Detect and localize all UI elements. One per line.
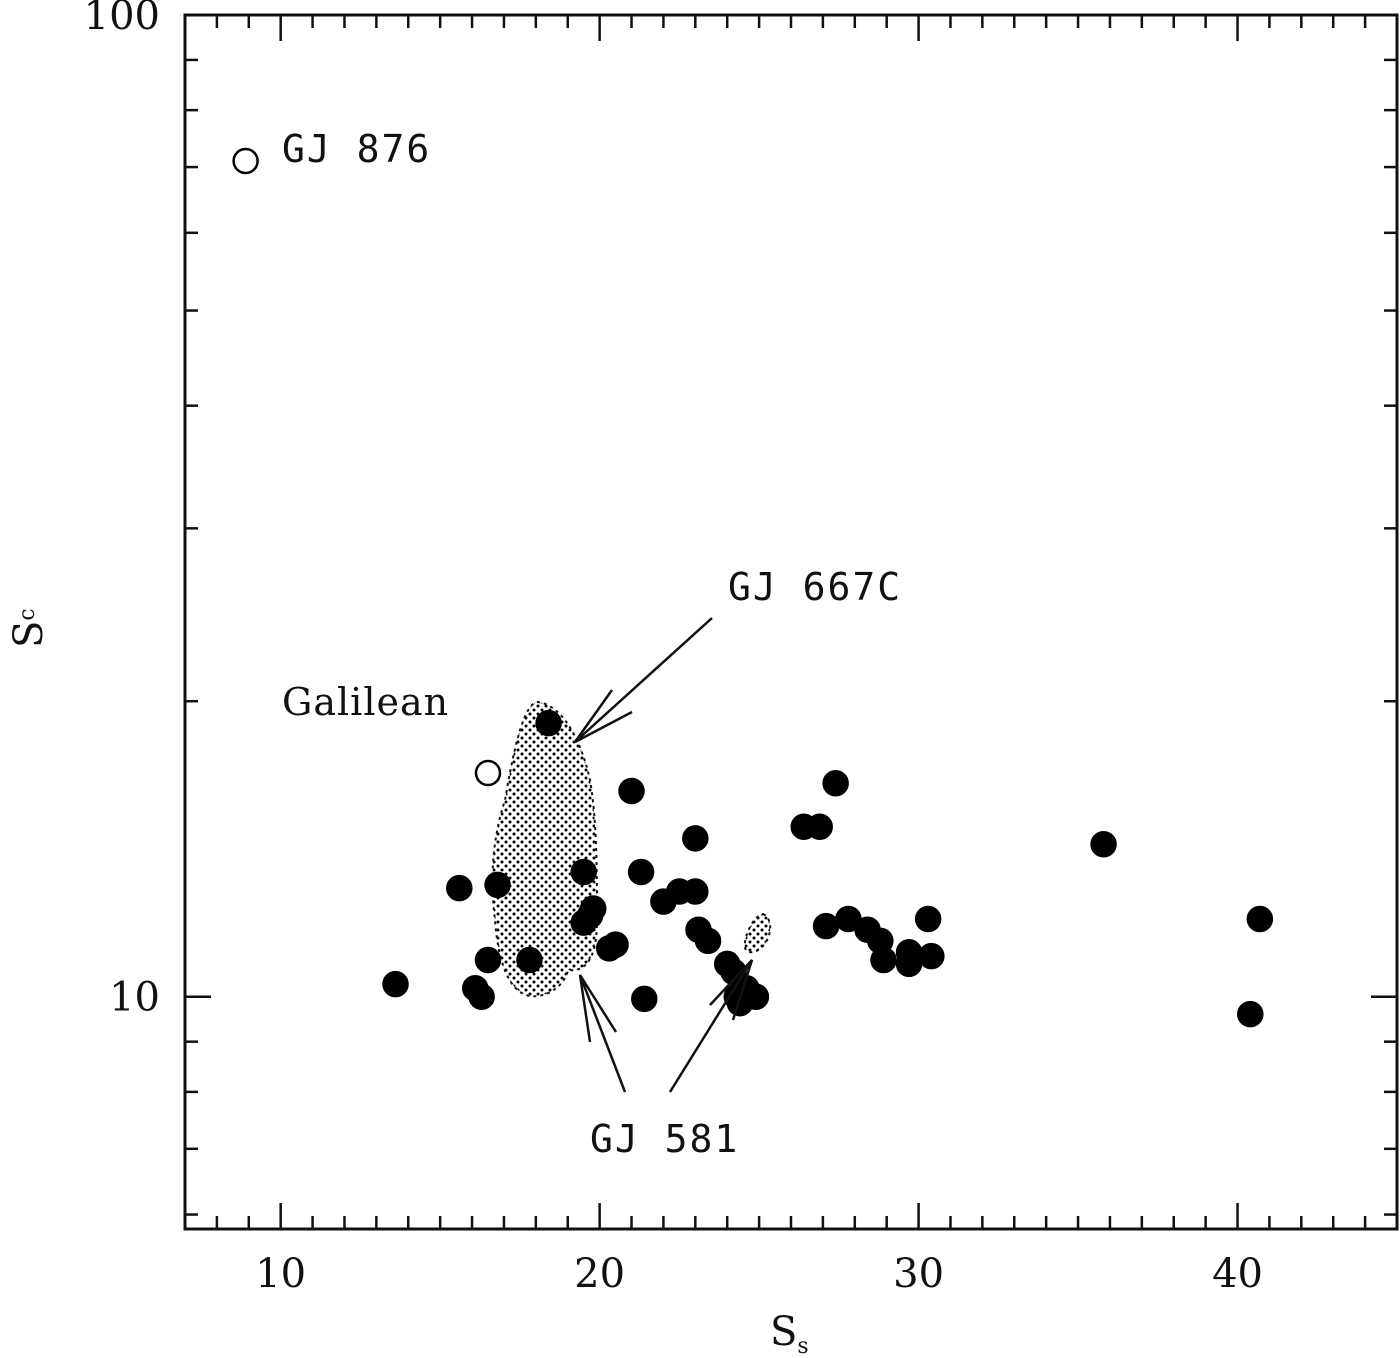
- gj667c-arrowhead: [573, 689, 633, 744]
- y-axis-label-sub: c: [15, 608, 40, 620]
- data-point: [812, 912, 840, 940]
- data-point: [1237, 1000, 1264, 1028]
- data-point: [446, 874, 473, 902]
- data-point: [535, 709, 562, 737]
- data-point: [682, 878, 709, 905]
- gj581-region-shaded: [743, 912, 772, 954]
- x-axis-label-sub: s: [797, 1334, 808, 1358]
- annotation-arrows: [573, 617, 754, 1093]
- gj667c-region-shaded: [491, 700, 599, 998]
- x-tick-label: 30: [893, 1251, 944, 1297]
- data-point: [822, 769, 849, 797]
- gj581-arrow-left-head: [578, 974, 618, 1043]
- data-point: [570, 858, 597, 886]
- data-point: [631, 985, 658, 1013]
- data-point: [895, 950, 923, 978]
- label-galilean: Galilean: [282, 680, 449, 724]
- axis-ticks: [185, 13, 1397, 1229]
- data-point: [618, 777, 645, 805]
- data-point: [918, 942, 945, 970]
- data-point: [468, 983, 495, 1010]
- plot-frame: [183, 13, 1399, 1231]
- x-axis-label: Ss: [770, 1309, 809, 1358]
- x-axis-label-main: S: [770, 1309, 797, 1355]
- x-tick-label: 20: [574, 1251, 625, 1297]
- data-point: [576, 902, 604, 929]
- data-point: [382, 970, 409, 998]
- label-gj876: GJ 876: [282, 127, 431, 171]
- data-point-open: [474, 759, 502, 787]
- y-axis-label-main: S: [6, 621, 52, 648]
- data-point: [806, 813, 833, 840]
- data-point: [516, 946, 543, 974]
- label-gj667c: GJ 667C: [728, 565, 902, 609]
- y-axis-label: Sc: [6, 608, 52, 648]
- data-point: [1246, 905, 1274, 933]
- gj581-arrow-right-line: [668, 959, 754, 1093]
- data-point: [1090, 830, 1117, 858]
- gj581-arrow-right-head: [709, 959, 754, 1021]
- data-point-open: [232, 147, 259, 175]
- data-point: [914, 905, 942, 933]
- data-point: [682, 825, 709, 852]
- gj667c-arrow-line: [574, 617, 713, 743]
- label-gj581: GJ 581: [590, 1117, 739, 1161]
- data-point: [694, 927, 722, 955]
- x-tick-label: 10: [255, 1251, 306, 1297]
- gj581-arrow-left-line: [578, 974, 627, 1093]
- data-point: [602, 931, 629, 958]
- x-tick-label: 40: [1212, 1251, 1263, 1297]
- data-point: [627, 858, 655, 886]
- data-point: [484, 871, 511, 899]
- data-point: [474, 946, 502, 974]
- y-tick-label: 100: [84, 0, 160, 39]
- data-point: [870, 946, 897, 974]
- y-tick-label: 10: [109, 975, 160, 1021]
